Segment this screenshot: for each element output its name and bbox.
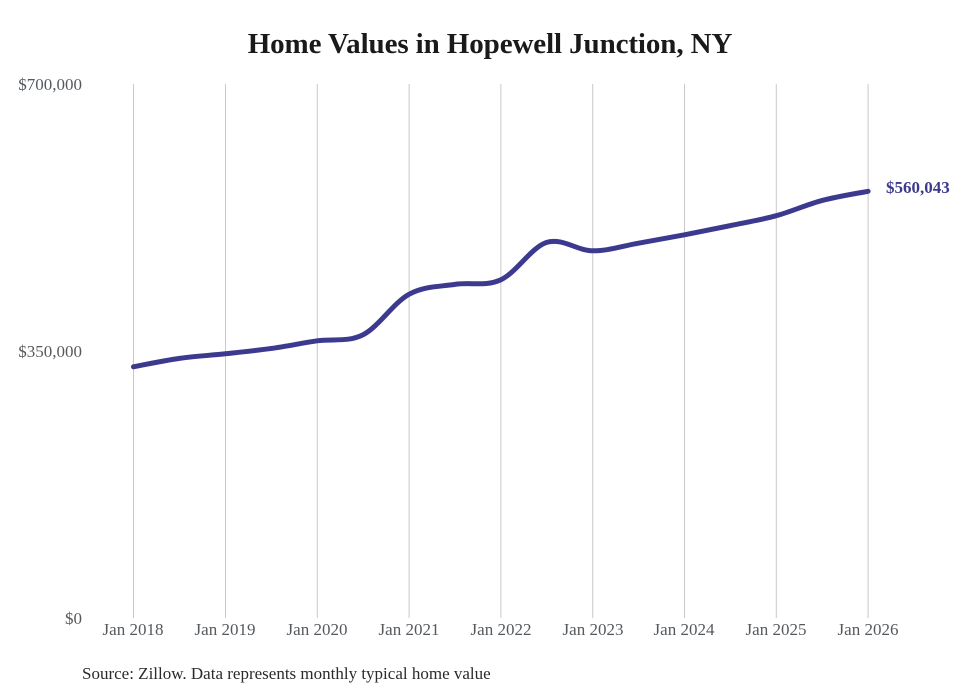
x-axis-tick-jan-2020: Jan 2020 [286,620,348,639]
x-axis-tick-jan-2022: Jan 2022 [470,620,532,639]
source-footnote: Source: Zillow. Data represents monthly … [82,664,491,683]
x-axis-tick-jan-2024: Jan 2024 [653,620,715,639]
x-axis-tick-jan-2026: Jan 2026 [837,620,899,639]
end-value-annotation: $560,043 [886,178,950,197]
x-axis-tick-jan-2025: Jan 2025 [745,620,807,639]
home-value-trend-line [131,188,871,370]
y-axis-tick-350000: $350,000 [18,342,82,361]
y-axis-tick-700000: $700,000 [18,75,82,94]
y-axis-tick-0: $0 [65,609,82,628]
x-axis-tick-jan-2023: Jan 2023 [562,620,624,639]
gridlines [133,84,869,618]
chart-title: Home Values in Hopewell Junction, NY [247,28,733,60]
x-axis-tick-jan-2019: Jan 2019 [194,620,256,639]
x-axis-tick-jan-2021: Jan 2021 [378,620,440,639]
x-axis-tick-jan-2018: Jan 2018 [102,620,164,639]
